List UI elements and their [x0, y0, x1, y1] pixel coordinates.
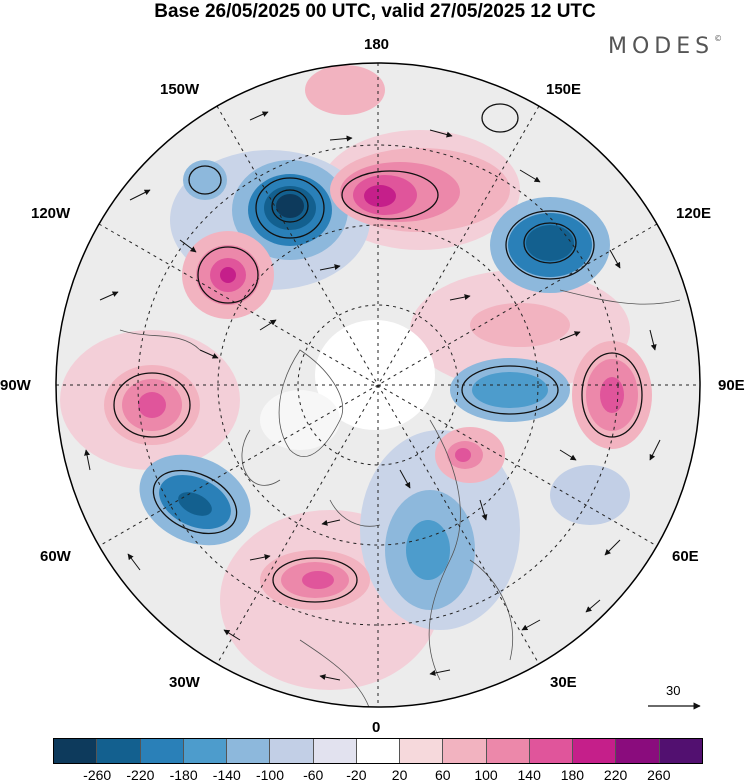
positive-anomaly-center	[330, 148, 510, 232]
longitude-label-0: 0	[372, 719, 381, 736]
colorbar-swatch	[659, 739, 702, 763]
coastlines	[119, 289, 681, 707]
positive-anomaly-center	[470, 303, 570, 347]
colorbar-tick-label: 100	[474, 767, 498, 783]
colorbar-swatch	[183, 739, 228, 763]
positive-anomaly-center	[182, 231, 274, 319]
colorbar-tick-label: -260	[83, 767, 112, 783]
longitude-label-180: 180	[364, 36, 390, 53]
colorbar-swatch	[529, 739, 574, 763]
longitude-label-60w: 60W	[40, 548, 71, 565]
colorbar-swatch	[270, 739, 314, 763]
longitude-label-120e: 120E	[676, 205, 712, 222]
positive-anomaly-center	[435, 427, 505, 483]
colorbar-tick-label: -20	[346, 767, 367, 783]
colorbar-tick-label: -60	[303, 767, 324, 783]
longitude-label-60e: 60E	[672, 548, 699, 565]
map-title: Base 26/05/2025 00 UTC, valid 27/05/2025…	[154, 1, 596, 22]
neutral-area	[315, 320, 435, 430]
colorbar	[54, 739, 702, 763]
colorbar-tick-label: -100	[255, 767, 285, 783]
negative-anomaly-center	[550, 465, 630, 525]
colorbar-swatch	[97, 739, 141, 763]
negative-anomaly-center	[139, 454, 251, 546]
colorbar-swatch	[400, 739, 444, 763]
colorbar-swatch	[616, 739, 660, 763]
colorbar-swatch	[313, 739, 357, 763]
positive-anomaly-center	[572, 341, 652, 449]
colorbar-frame	[53, 738, 703, 764]
colorbar-swatch	[54, 739, 98, 763]
colorbar-swatch	[486, 739, 530, 763]
wind-vectors	[84, 111, 661, 681]
colorbar-swatch	[227, 739, 271, 763]
longitude-label-30w: 30W	[169, 674, 200, 691]
longitude-label-90e: 90E	[718, 377, 745, 394]
colorbar-tick-label: -220	[126, 767, 155, 783]
colorbar-tick-label: 220	[603, 767, 628, 783]
reference-vector-value: 30	[666, 683, 681, 698]
graticule	[56, 63, 700, 707]
contour-lines	[113, 103, 643, 603]
negative-anomaly-center	[385, 490, 475, 610]
positive-anomaly-center	[104, 365, 200, 445]
longitude-label-150w: 150W	[160, 81, 200, 98]
longitude-label-90w: 90W	[0, 377, 31, 394]
negative-anomaly-center	[450, 358, 570, 422]
positive-anomaly-center	[260, 550, 370, 610]
negative-anomaly-center	[232, 160, 348, 260]
longitude-label-150e: 150E	[546, 81, 582, 98]
colorbar-tick-label: -180	[169, 767, 198, 783]
colorbar-tick-label: 20	[391, 767, 408, 783]
map-boundary	[55, 62, 701, 708]
colorbar-tick-label: 140	[517, 767, 541, 783]
neutral-area	[260, 390, 340, 450]
colorbar-tick-label: 60	[435, 767, 451, 783]
longitude-label-120w: 120W	[31, 205, 71, 222]
colorbar-swatch	[573, 739, 617, 763]
colorbar-swatch	[443, 739, 487, 763]
colorbar-swatch	[140, 739, 184, 763]
colorbar-tick-label: 260	[647, 767, 671, 783]
colorbar-tick-label: -140	[212, 767, 241, 783]
colorbar-swatch	[356, 739, 401, 763]
negative-anomaly-center	[490, 197, 610, 293]
colorbar-tick-label: 180	[560, 767, 585, 783]
positive-anomaly-center	[305, 65, 385, 115]
modes-logo: MODES©	[608, 34, 723, 59]
longitude-label-30e: 30E	[550, 674, 577, 691]
